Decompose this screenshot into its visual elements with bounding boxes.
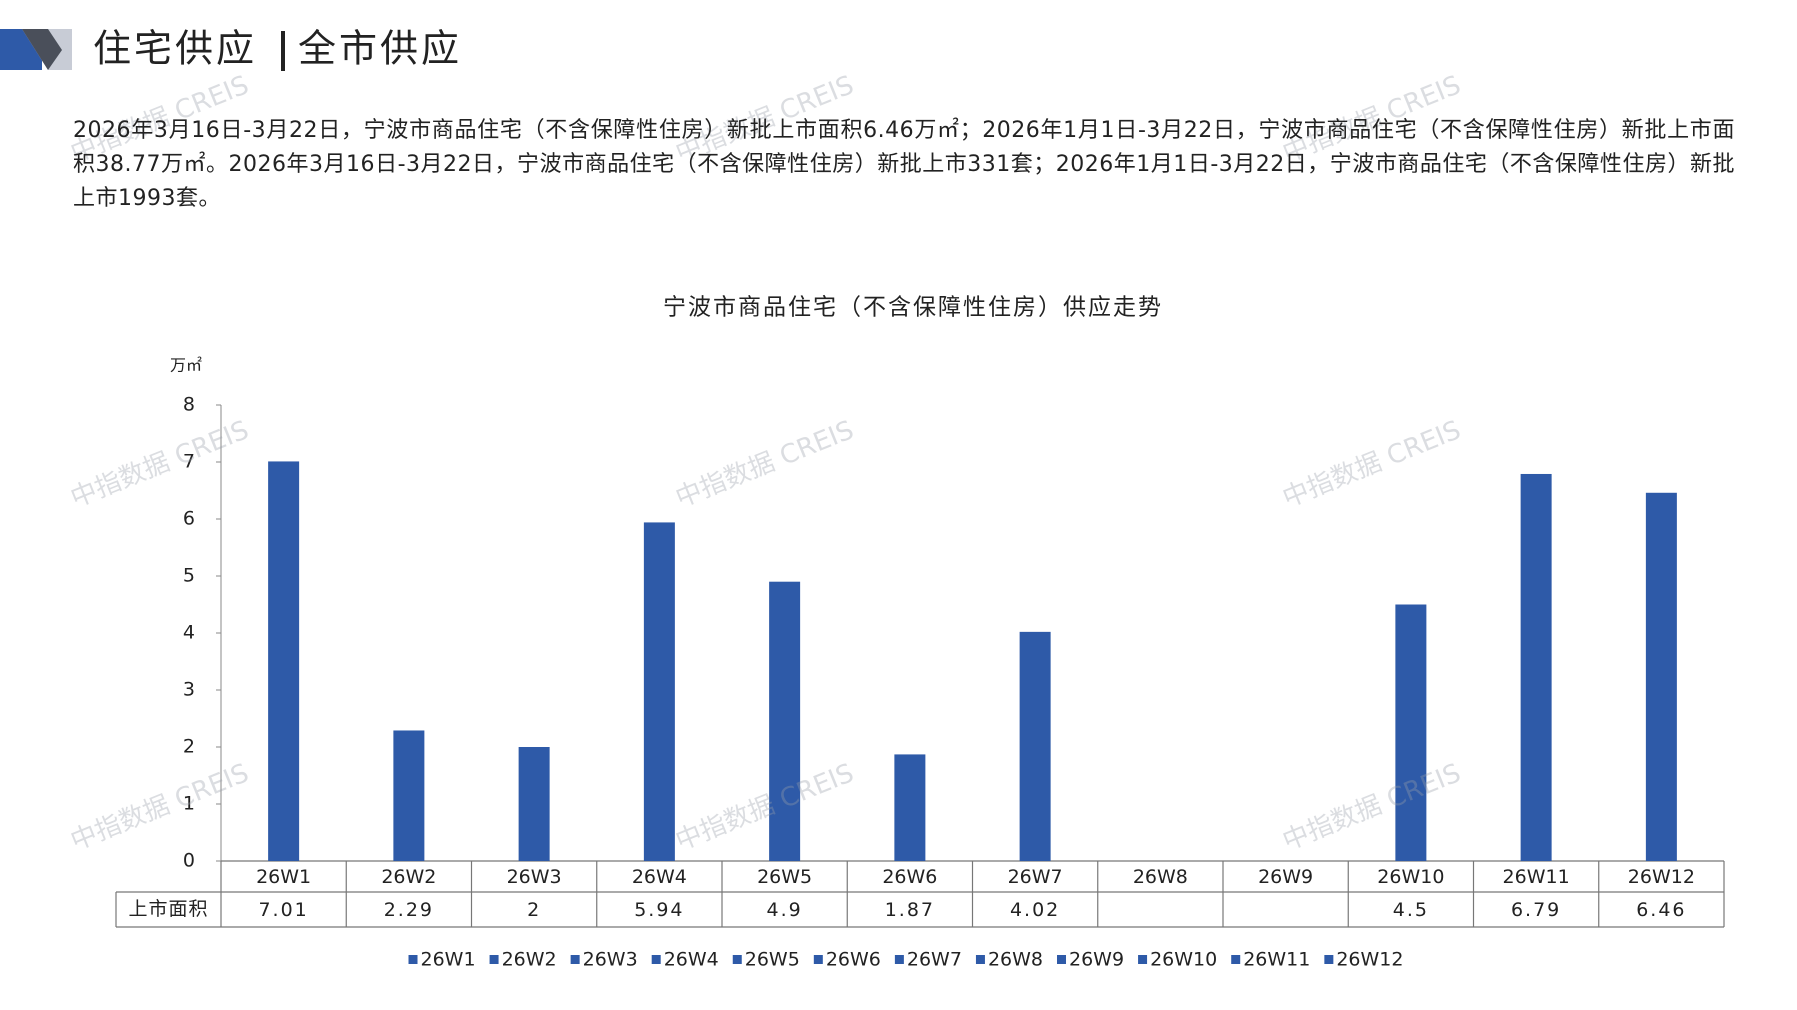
bar [518,747,550,861]
bar [268,461,300,861]
x-tick-label: 26W3 [507,866,562,888]
data-label: 7.01 [258,899,308,921]
bar [393,730,425,861]
y-tick-label: 4 [183,622,195,644]
bar [1019,631,1051,861]
x-tick-label: 26W7 [1008,866,1063,888]
y-tick-label: 2 [183,736,195,758]
watermark: 中指数据 CREIS [1279,415,1466,514]
y-unit: 万㎡ [170,356,202,375]
header-divider [281,31,285,71]
watermark: 中指数据 CREIS [67,758,254,857]
header-title: 住宅供应 [93,27,257,71]
legend-swatch [651,955,661,964]
legend-swatch [408,955,418,964]
legend-label: 26W12 [1336,949,1403,971]
data-label: 1.87 [885,899,935,921]
watermark: 中指数据 CREIS [672,415,859,514]
legend-label: 26W4 [664,949,719,971]
legend-swatch [975,955,985,964]
legend-label: 26W3 [583,949,638,971]
x-tick-label: 26W4 [632,866,687,888]
bar [894,754,926,861]
y-tick-label: 3 [183,679,195,701]
legend-swatch [1324,955,1334,964]
paragraph: 2026年3月16日-3月22日，宁波市商品住宅（不含保障性住房）新批上市面积6… [73,118,1735,211]
legend-swatch [894,955,904,964]
y-tick-label: 7 [183,451,195,473]
header-subtitle: 全市供应 [298,27,462,71]
legend-label: 26W7 [907,949,962,971]
legend-swatch [1057,955,1067,964]
data-label: 6.46 [1636,899,1686,921]
bar [769,581,801,861]
data-label: 4.5 [1393,899,1429,921]
legend-label: 26W6 [826,949,881,971]
legend-label: 26W1 [421,949,476,971]
legend-label: 26W2 [502,949,557,971]
x-tick-label: 26W1 [256,866,311,888]
bar [1395,604,1427,861]
y-tick-label: 5 [183,565,195,587]
bar [1520,473,1552,861]
legend-swatch [570,955,580,964]
legend-swatch [813,955,823,964]
watermark: 中指数据 CREIS [1279,758,1466,857]
data-label: 2 [527,899,541,921]
data-label: 5.94 [634,899,684,921]
legend-label: 26W9 [1069,949,1124,971]
legend-label: 26W10 [1150,949,1217,971]
x-tick-label: 26W9 [1258,866,1313,888]
y-tick-label: 8 [183,394,195,416]
x-tick-label: 26W11 [1503,866,1570,888]
watermark: 中指数据 CREIS [67,415,254,514]
legend-swatch [1138,955,1148,964]
x-tick-label: 26W2 [381,866,436,888]
chart-title: 宁波市商品住宅（不含保障性住房）供应走势 [663,295,1163,321]
data-label: 4.9 [767,899,803,921]
series-name: 上市面积 [128,898,208,920]
x-tick-label: 26W12 [1628,866,1695,888]
data-label: 2.29 [384,899,434,921]
x-tick-label: 26W10 [1377,866,1444,888]
legend-label: 26W8 [988,949,1043,971]
legend-swatch [489,955,499,964]
x-tick-label: 26W6 [882,866,937,888]
y-tick-label: 0 [183,850,195,872]
x-tick-label: 26W8 [1133,866,1188,888]
y-tick-label: 6 [183,508,195,530]
header-icon [22,29,62,70]
bar [643,522,675,861]
legend-label: 26W11 [1243,949,1310,971]
legend-swatch [1231,955,1241,964]
bar [1645,492,1677,861]
legend-label: 26W5 [745,949,800,971]
legend-swatch [732,955,742,964]
y-tick-label: 1 [183,793,195,815]
watermark: 中指数据 CREIS [672,758,859,857]
x-tick-label: 26W5 [757,866,812,888]
data-label: 4.02 [1010,899,1060,921]
data-label: 6.79 [1511,899,1561,921]
